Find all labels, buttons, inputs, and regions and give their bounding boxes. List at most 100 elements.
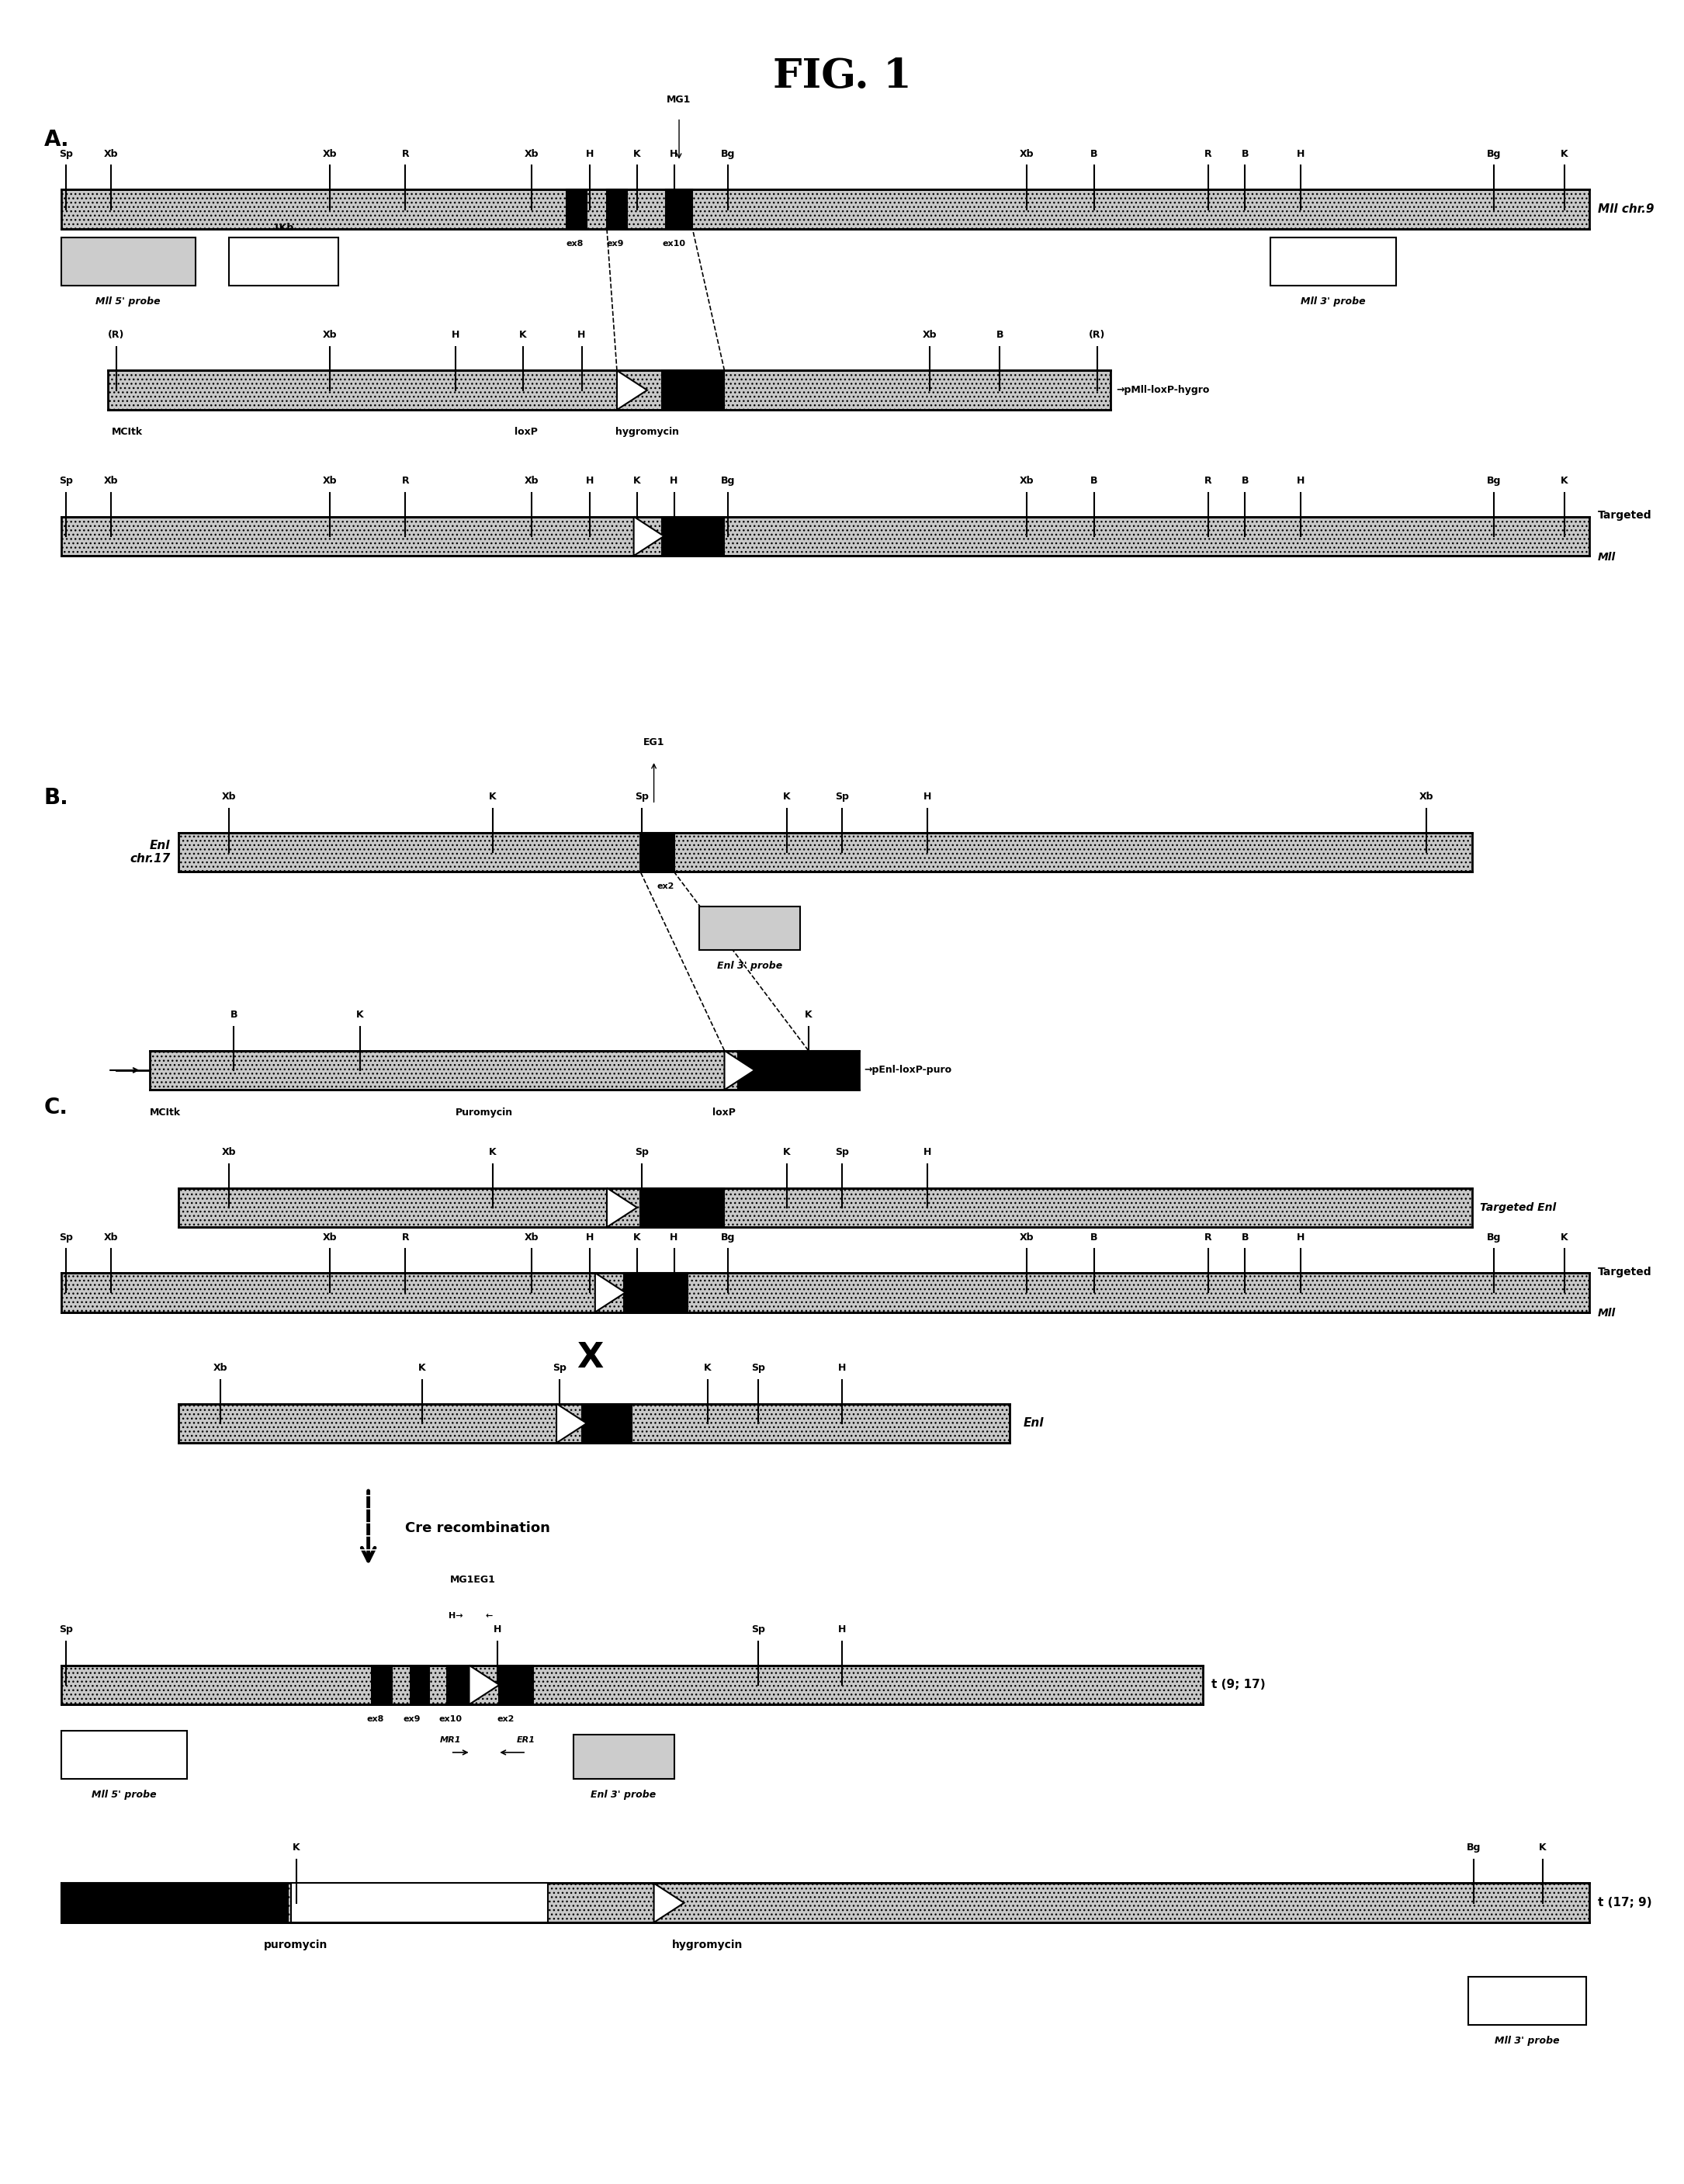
Text: Xb: Xb	[1420, 793, 1433, 802]
Text: Enl 3' probe: Enl 3' probe	[591, 1789, 657, 1800]
Bar	[108, 371, 1111, 411]
Text: ex10: ex10	[662, 240, 685, 247]
Text: Sp: Sp	[751, 1625, 765, 1636]
Text: H: H	[586, 476, 594, 487]
Text: Xb: Xb	[524, 476, 539, 487]
Text: Sp: Sp	[59, 1625, 72, 1636]
Text: A.: A.	[44, 129, 69, 151]
Text: H: H	[586, 149, 594, 159]
Text: Xb: Xb	[524, 149, 539, 159]
Text: K: K	[783, 793, 790, 802]
Bar	[179, 1404, 1010, 1444]
Bar	[179, 1188, 1472, 1227]
Text: Sp: Sp	[751, 1363, 765, 1374]
Bar	[61, 1273, 1590, 1313]
Text: R: R	[401, 1232, 409, 1243]
Bar	[500, 1664, 532, 1704]
Bar	[61, 518, 1590, 555]
Text: Xb: Xb	[323, 330, 337, 341]
Text: H: H	[670, 1232, 679, 1243]
Text: MG1EG1: MG1EG1	[450, 1575, 495, 1586]
Text: Enl: Enl	[1024, 1417, 1044, 1428]
Text: H: H	[578, 330, 586, 341]
Bar	[179, 832, 1472, 871]
Text: B: B	[997, 330, 1004, 341]
Text: R: R	[1204, 476, 1212, 487]
Text: ex2: ex2	[497, 1714, 515, 1723]
Text: H: H	[493, 1625, 502, 1636]
Text: Bg: Bg	[1467, 1843, 1480, 1852]
Text: hygromycin: hygromycin	[615, 428, 679, 437]
Text: Sp: Sp	[835, 793, 849, 802]
Text: Mll 5' probe: Mll 5' probe	[91, 1789, 157, 1800]
Text: H: H	[586, 1232, 594, 1243]
Bar	[665, 190, 692, 229]
Text: H: H	[839, 1625, 845, 1636]
Bar	[640, 832, 674, 871]
Text: ex9: ex9	[606, 240, 625, 247]
Text: ex8: ex8	[367, 1714, 384, 1723]
Text: K: K	[357, 1009, 364, 1020]
Bar	[61, 238, 195, 286]
Text: Xb: Xb	[323, 1232, 337, 1243]
Text: Mll: Mll	[1598, 550, 1617, 561]
Bar	[606, 190, 626, 229]
Text: MR1: MR1	[440, 1736, 461, 1743]
Text: MG1: MG1	[667, 94, 690, 105]
Text: Xb: Xb	[323, 149, 337, 159]
Text: Bg: Bg	[1487, 149, 1500, 159]
Text: Sp: Sp	[59, 149, 72, 159]
Text: B: B	[1090, 149, 1098, 159]
Text: puromycin: puromycin	[264, 1939, 328, 1950]
Bar	[566, 190, 586, 229]
Bar	[411, 1664, 429, 1704]
Polygon shape	[556, 1404, 586, 1444]
Text: Cre recombination: Cre recombination	[406, 1520, 551, 1535]
Bar	[61, 1664, 1202, 1704]
Bar	[372, 1664, 392, 1704]
Text: K: K	[1561, 476, 1568, 487]
Polygon shape	[724, 1051, 754, 1090]
Text: K: K	[1539, 1843, 1546, 1852]
Bar	[150, 1051, 859, 1090]
Text: R: R	[401, 149, 409, 159]
Bar	[448, 1664, 473, 1704]
Polygon shape	[470, 1664, 500, 1704]
Text: Mll: Mll	[1598, 1308, 1617, 1319]
Text: Sp: Sp	[59, 476, 72, 487]
Text: K: K	[1561, 1232, 1568, 1243]
Text: Sp: Sp	[635, 1147, 648, 1158]
Bar	[738, 1051, 859, 1090]
Text: t (9; 17): t (9; 17)	[1211, 1679, 1266, 1690]
Text: ER1: ER1	[517, 1736, 536, 1743]
Text: ex9: ex9	[402, 1714, 421, 1723]
Text: Enl
chr.17: Enl chr.17	[130, 839, 170, 865]
Bar	[179, 1404, 1010, 1444]
Bar	[61, 1883, 288, 1922]
Bar	[581, 1404, 632, 1444]
Text: Puromycin: Puromycin	[456, 1107, 514, 1118]
Text: K: K	[633, 149, 642, 159]
Text: loxP: loxP	[712, 1107, 736, 1118]
Text: Sp: Sp	[552, 1363, 568, 1374]
Polygon shape	[616, 371, 647, 411]
Bar	[623, 1273, 687, 1313]
Text: Bg: Bg	[721, 1232, 734, 1243]
Text: ex8: ex8	[566, 240, 584, 247]
Polygon shape	[653, 1883, 684, 1922]
Text: Targeted: Targeted	[1598, 511, 1652, 522]
Text: B.: B.	[44, 786, 69, 808]
Text: Bg: Bg	[721, 149, 734, 159]
Text: MCItk: MCItk	[150, 1107, 182, 1118]
Text: Xb: Xb	[104, 149, 118, 159]
Bar	[61, 1273, 1590, 1313]
Bar	[229, 238, 338, 286]
Bar	[108, 371, 1111, 411]
Text: hygromycin: hygromycin	[672, 1939, 743, 1950]
Text: ←: ←	[485, 1612, 493, 1621]
Text: K: K	[1561, 149, 1568, 159]
Bar	[699, 906, 800, 950]
Polygon shape	[606, 1188, 637, 1227]
Text: Xb: Xb	[222, 1147, 236, 1158]
Text: H: H	[923, 1147, 931, 1158]
